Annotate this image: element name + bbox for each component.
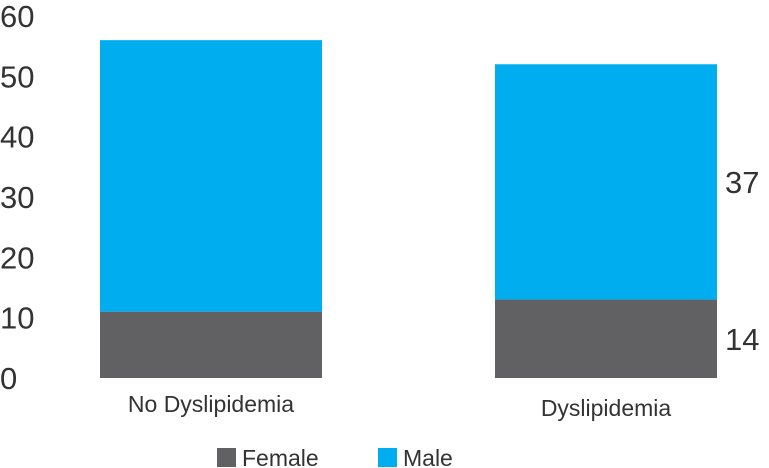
y-tick-label: 40 bbox=[0, 120, 34, 155]
y-tick-label: 50 bbox=[0, 59, 34, 94]
category-labels: No Dyslipidemia Dyslipidemia bbox=[128, 391, 671, 421]
bar-male-0 bbox=[100, 40, 322, 312]
bar-female-1 bbox=[495, 299, 717, 378]
category-label: Dyslipidemia bbox=[541, 395, 672, 421]
y-tick-label: 10 bbox=[0, 301, 34, 336]
legend-label-male: Male bbox=[403, 445, 453, 468]
data-label-male: 37 bbox=[725, 165, 759, 200]
legend-swatch-female bbox=[217, 448, 236, 467]
legend-swatch-male bbox=[378, 448, 397, 467]
y-tick-label: 20 bbox=[0, 240, 34, 275]
bar-male-1 bbox=[495, 64, 717, 300]
data-labels: 37 14 bbox=[725, 165, 759, 357]
bar-female-0 bbox=[100, 311, 322, 378]
category-label: No Dyslipidemia bbox=[128, 391, 294, 417]
legend-label-female: Female bbox=[242, 445, 319, 468]
data-label-female: 14 bbox=[725, 322, 759, 357]
y-tick-label: 60 bbox=[0, 0, 34, 34]
bars bbox=[100, 40, 717, 378]
legend: Female Male bbox=[217, 445, 453, 468]
y-axis: 0 10 20 30 40 50 60 bbox=[0, 0, 34, 396]
y-tick-label: 0 bbox=[0, 361, 17, 396]
y-tick-label: 30 bbox=[0, 180, 34, 215]
